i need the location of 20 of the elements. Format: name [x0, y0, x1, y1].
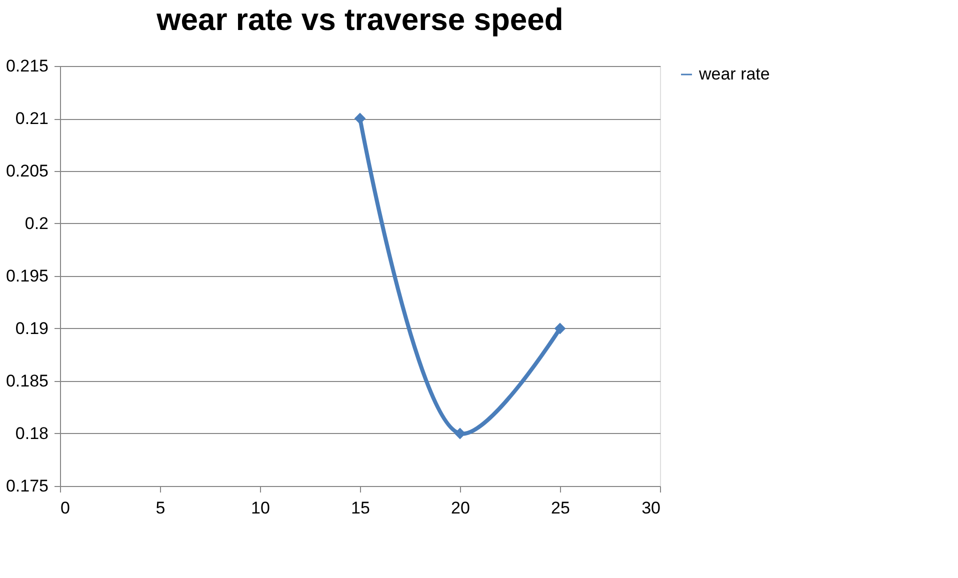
- x-tick-label: 0: [60, 498, 70, 518]
- y-tick-label: 0.195: [6, 266, 48, 286]
- y-tick-label: 0.18: [15, 424, 48, 443]
- chart-title: wear rate vs traverse speed: [156, 2, 564, 37]
- point: [354, 112, 366, 124]
- y-tick-label: 0.205: [6, 162, 48, 180]
- point: [554, 322, 566, 334]
- y-tick-label: 0.2: [24, 214, 48, 233]
- y-tick-label: 0.215: [6, 56, 48, 76]
- y-tick-label: 0.175: [6, 476, 48, 496]
- x-tick-label: 30: [642, 498, 660, 518]
- x-tick-label: 25: [551, 498, 570, 518]
- y-tick-label: 0.19: [15, 319, 48, 338]
- x-tick-label: 15: [351, 498, 370, 518]
- y-tick-label: 0.21: [15, 109, 48, 128]
- x-tick-label: 5: [156, 498, 166, 518]
- x-tick-label: 10: [251, 498, 270, 518]
- x-tick-label: 20: [451, 498, 470, 518]
- y-tick-label: 0.185: [6, 372, 48, 390]
- legend-label: wear rate: [698, 64, 770, 84]
